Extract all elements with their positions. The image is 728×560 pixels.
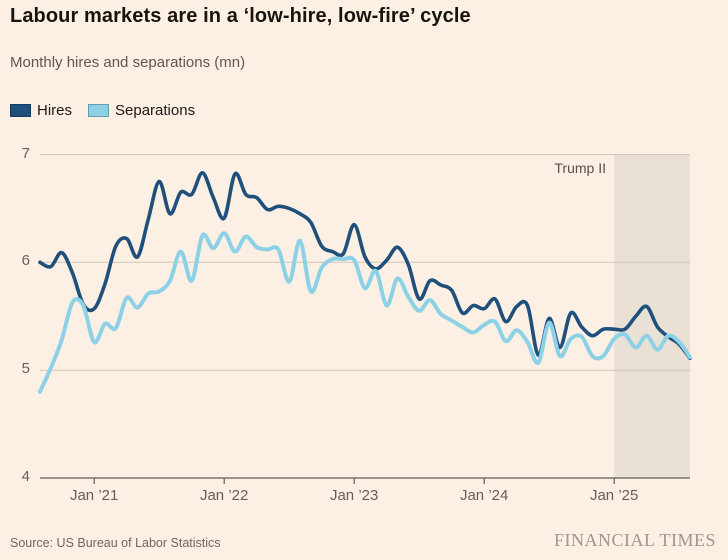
x-axis-label: Jan ’22 bbox=[199, 487, 249, 504]
y-axis-label: 7 bbox=[21, 144, 30, 162]
separations-color-swatch bbox=[88, 104, 110, 117]
hires-line bbox=[38, 171, 692, 361]
separations-line bbox=[38, 231, 692, 394]
y-axis-label: 4 bbox=[21, 468, 30, 485]
annotation-trump-ii-label: Trump II bbox=[554, 160, 606, 176]
x-axis-label: Jan ’23 bbox=[329, 487, 379, 504]
chart-subtitle: Monthly hires and separations (mn) bbox=[10, 54, 246, 71]
legend-item-hires: Hires bbox=[10, 102, 72, 119]
source-note: Source: US Bureau of Labor Statistics bbox=[10, 536, 221, 550]
chart-title: Labour markets are in a ‘low-hire, low-f… bbox=[10, 5, 471, 27]
hires-color-swatch bbox=[10, 104, 31, 117]
x-axis-label: Jan ’24 bbox=[459, 487, 509, 504]
legend: Hires Separations bbox=[10, 102, 195, 119]
legend-label-hires: Hires bbox=[37, 102, 73, 119]
x-axis-label: Jan ’25 bbox=[589, 487, 639, 504]
y-axis-label: 5 bbox=[21, 360, 30, 378]
legend-label-separations: Separations bbox=[115, 102, 196, 119]
ft-logo: FINANCIAL TIMES bbox=[553, 530, 716, 550]
x-axis-label: Jan ’21 bbox=[69, 487, 119, 504]
legend-item-separations: Separations bbox=[88, 102, 195, 119]
y-axis-label: 6 bbox=[21, 252, 30, 270]
